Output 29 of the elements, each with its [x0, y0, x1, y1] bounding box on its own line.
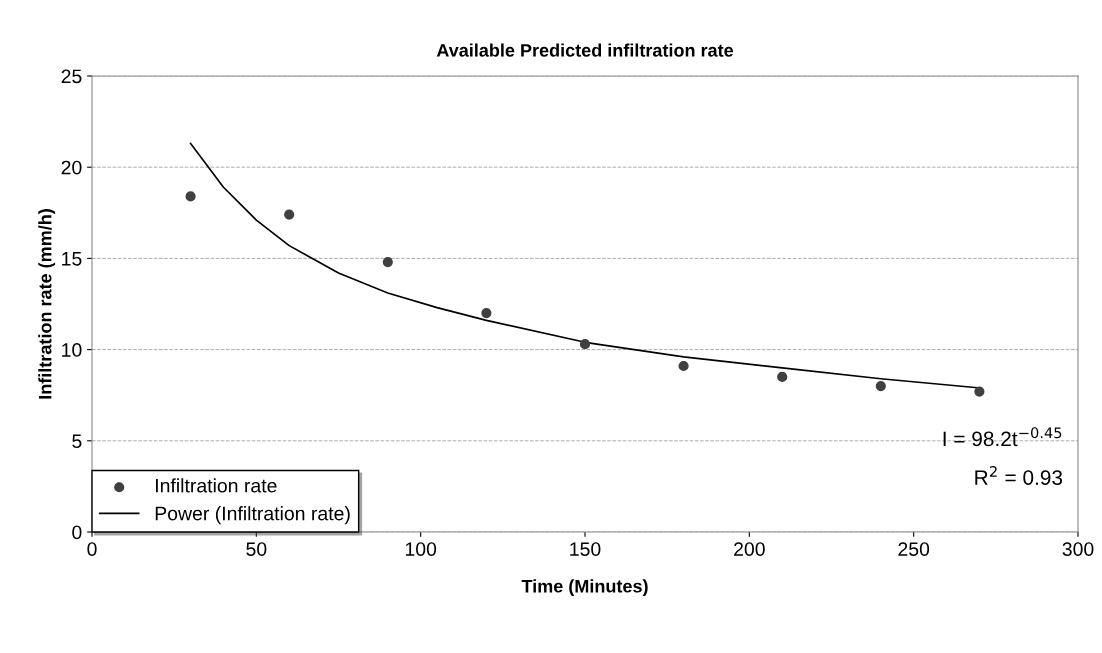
x-axis-title: Time (Minutes) — [521, 579, 648, 597]
point — [974, 386, 985, 397]
x-tick-label: 250 — [898, 542, 930, 556]
y-tick-label: 0 — [72, 525, 82, 540]
x-tick-label: 50 — [246, 542, 267, 556]
y-tick-label: 25 — [61, 69, 82, 84]
point — [481, 308, 492, 319]
y-axis-title: Infiltration rate (mm/h) — [38, 209, 56, 399]
annotation: R$^{2}$ = 0.93 — [975, 465, 1063, 485]
chart-title: Available Predicted infiltration rate — [436, 43, 734, 57]
x-tick-label: 300 — [1062, 542, 1094, 556]
point — [185, 191, 196, 202]
legend-label: Infiltration rate — [156, 478, 277, 493]
point — [382, 256, 393, 268]
point — [284, 209, 295, 220]
x-tick-label: 0 — [87, 542, 97, 556]
point — [678, 360, 689, 372]
y-tick-label: 20 — [61, 160, 82, 175]
point — [875, 380, 886, 392]
annotation: I = 98.2t$^{−0.45}$ — [943, 427, 1062, 447]
x-tick-label: 100 — [405, 542, 437, 556]
point — [777, 371, 788, 383]
y-tick-label: 10 — [62, 343, 82, 357]
x-tick-label: 150 — [570, 542, 601, 556]
point — [579, 339, 591, 350]
legend-label: Power (Infiltration rate) — [155, 506, 350, 525]
y-tick-label: 15 — [62, 252, 82, 266]
x-tick-label: 200 — [734, 542, 765, 556]
y-tick-label: 5 — [72, 434, 82, 449]
